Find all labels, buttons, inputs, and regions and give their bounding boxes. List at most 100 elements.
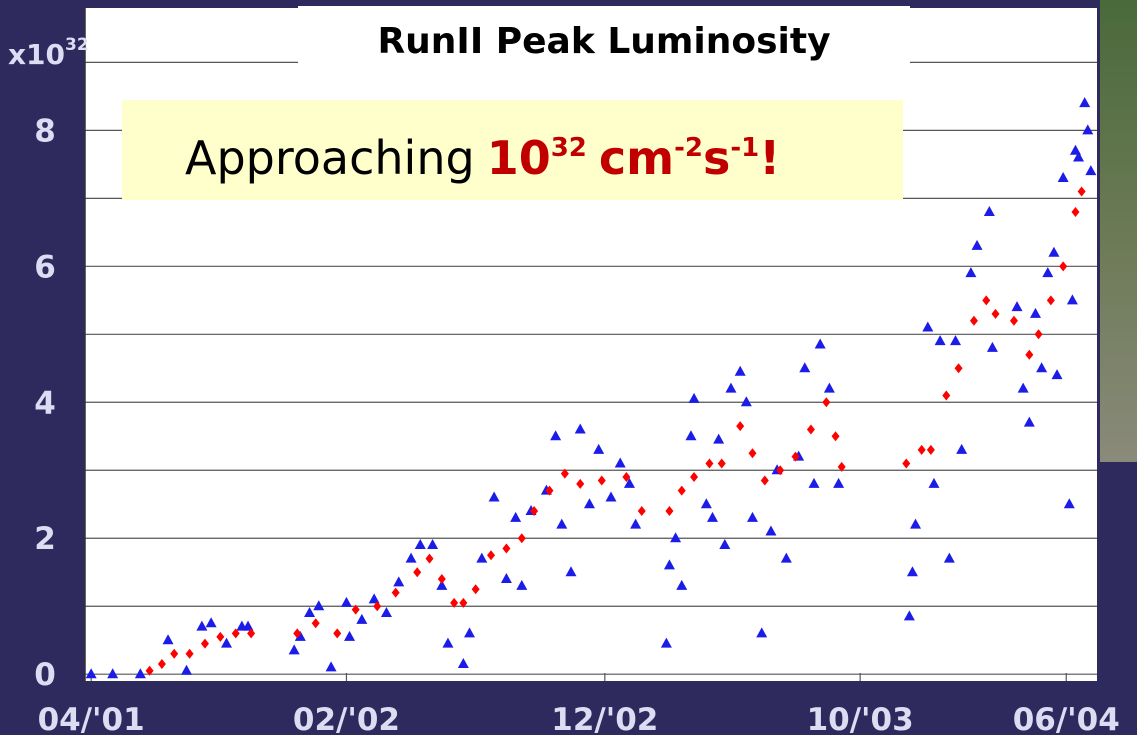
diamond-point — [333, 628, 342, 639]
photo-strip — [1100, 0, 1137, 462]
triangle-point — [242, 620, 254, 631]
diamond-point — [170, 648, 179, 659]
triangle-point — [956, 443, 968, 454]
annotation-unit-exponent: -2 — [674, 133, 703, 163]
triangle-point — [630, 518, 642, 529]
diamond-point — [776, 465, 785, 476]
diamond-point — [917, 444, 926, 455]
triangle-point — [922, 321, 934, 332]
diamond-point — [622, 472, 631, 483]
triangle-point — [181, 664, 193, 675]
triangle-point — [765, 525, 777, 536]
triangle-point — [516, 579, 528, 590]
diamond-point — [391, 587, 400, 598]
diamond-point — [717, 458, 726, 469]
triangle-point — [670, 532, 682, 543]
triangle-point — [1011, 301, 1023, 312]
diamond-point — [760, 475, 769, 486]
triangle-point — [550, 430, 562, 441]
triangle-point — [1036, 362, 1048, 373]
diamond-point — [1071, 206, 1080, 217]
title-box — [298, 6, 910, 70]
triangle-point — [313, 600, 325, 611]
triangle-point — [746, 511, 758, 522]
diamond-point — [597, 475, 606, 486]
diamond-point — [806, 424, 815, 435]
diamond-point — [991, 308, 1000, 319]
diamond-point — [545, 485, 554, 496]
diamond-point — [459, 597, 468, 608]
diamond-point — [1009, 315, 1018, 326]
diamond-point — [487, 550, 496, 561]
triangle-point — [294, 630, 306, 641]
triangle-point — [488, 491, 500, 502]
diamond-point — [926, 444, 935, 455]
triangle-point — [663, 559, 675, 570]
diamond-point — [791, 451, 800, 462]
diamond-point — [293, 628, 302, 639]
triangle-point — [1042, 267, 1054, 278]
diamond-point — [690, 472, 699, 483]
y-tick-label: 6 — [34, 249, 56, 285]
diamond-point — [200, 638, 209, 649]
triangle-point — [368, 593, 380, 604]
triangle-point — [457, 658, 469, 669]
diamond-point — [157, 659, 166, 670]
triangle-point — [510, 511, 522, 522]
diamond-point — [1034, 329, 1043, 340]
x-tick-label: 12/'02 — [551, 702, 658, 735]
y-unit: x1032 — [8, 35, 89, 71]
triangle-point — [799, 362, 811, 373]
diamond-point — [413, 567, 422, 578]
chart-title: RunII Peak Luminosity — [377, 21, 830, 62]
triangle-point — [304, 607, 316, 618]
triangle-point — [928, 477, 940, 488]
diamond-point — [677, 485, 686, 496]
diamond-point — [665, 506, 674, 517]
diamond-point — [1025, 349, 1034, 360]
triangle-point — [196, 620, 208, 631]
triangle-point — [414, 539, 426, 550]
triangle-point — [463, 627, 475, 638]
triangle-point — [593, 443, 605, 454]
triangle-point — [605, 491, 617, 502]
triangle-point — [1051, 369, 1063, 380]
triangle-point — [685, 430, 697, 441]
diamond-point — [502, 543, 511, 554]
diamond-point — [637, 506, 646, 517]
triangle-point — [700, 498, 712, 509]
diamond-point — [837, 461, 846, 472]
triangle-point — [623, 477, 635, 488]
triangle-point — [583, 498, 595, 509]
diamond-point — [351, 604, 360, 615]
diamond-point — [145, 665, 154, 676]
diamond-point — [450, 597, 459, 608]
annotation-unit-exponent: -1 — [730, 133, 759, 163]
triangle-point — [220, 637, 232, 648]
marks — [85, 97, 1097, 679]
triangle-point — [1057, 171, 1069, 182]
triangle-point — [780, 552, 792, 563]
triangle-point — [903, 610, 915, 621]
triangle-point — [971, 239, 983, 250]
triangle-point — [325, 661, 337, 672]
diamond-point — [705, 458, 714, 469]
diamond-point — [942, 390, 951, 401]
triangle-point — [1073, 151, 1085, 162]
y-tick-label: 4 — [34, 385, 56, 421]
triangle-point — [436, 579, 448, 590]
diamond-point — [311, 618, 320, 629]
triangle-point — [1082, 124, 1094, 135]
x-tick-label: 06/'04 — [1013, 702, 1120, 735]
triangle-point — [688, 392, 700, 403]
triangle-point — [823, 382, 835, 393]
triangle-point — [906, 566, 918, 577]
triangle-point — [85, 668, 97, 679]
diamond-point — [560, 468, 569, 479]
triangle-point — [808, 477, 820, 488]
triangle-point — [1066, 294, 1078, 305]
diamond-point — [425, 553, 434, 564]
triangle-point — [1048, 246, 1060, 257]
y-tick-label: 2 — [34, 521, 56, 557]
triangle-point — [380, 607, 392, 618]
